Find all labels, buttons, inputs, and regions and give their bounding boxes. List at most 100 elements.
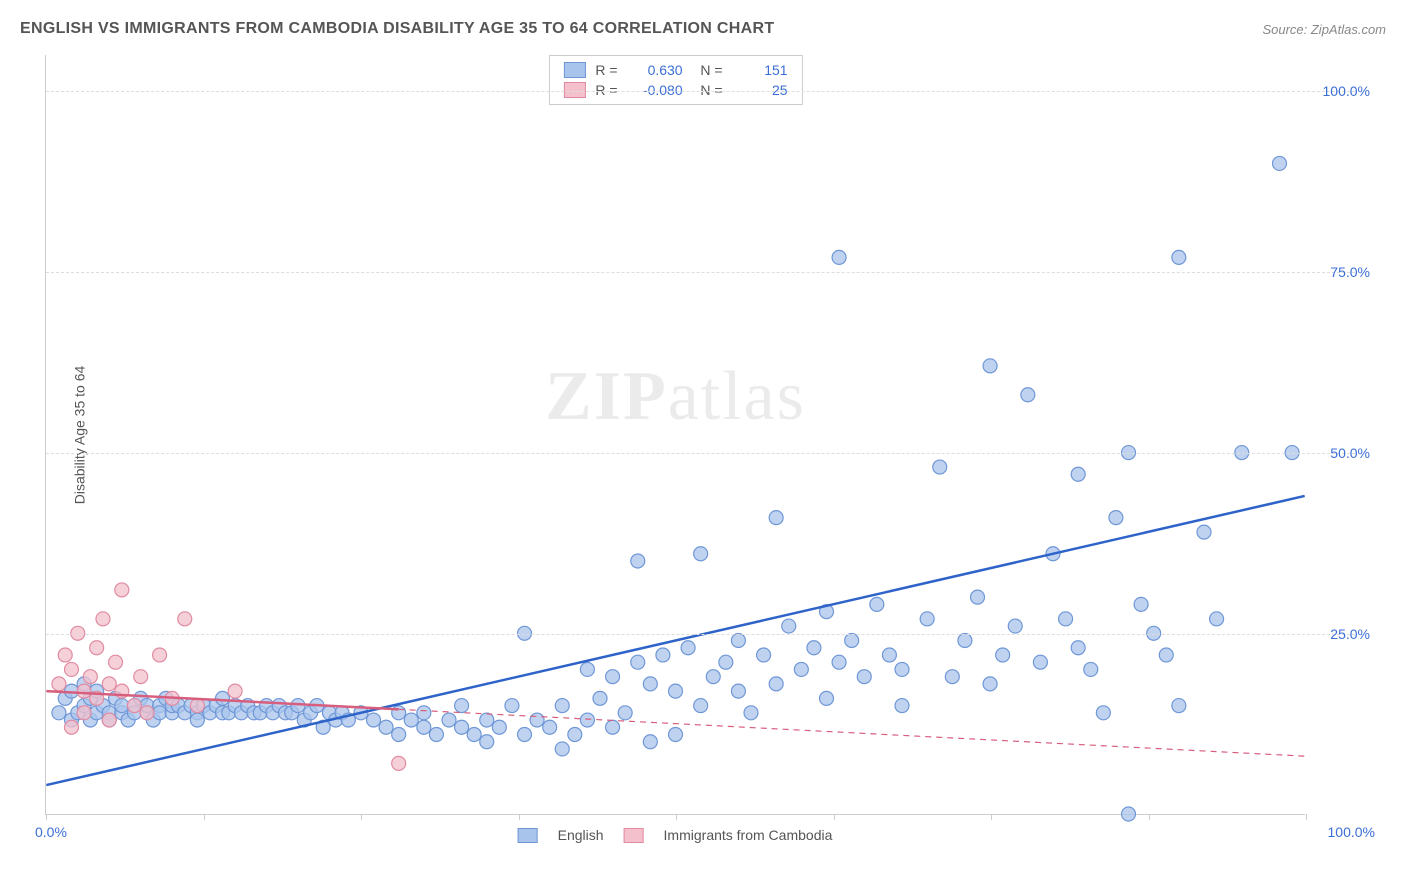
point-english — [417, 706, 431, 720]
point-english — [115, 699, 129, 713]
point-cambodia — [109, 655, 123, 669]
point-cambodia — [127, 699, 141, 713]
gridline-25 — [46, 634, 1355, 635]
point-english — [555, 742, 569, 756]
point-cambodia — [96, 612, 110, 626]
point-english — [958, 634, 972, 648]
point-english — [543, 720, 557, 734]
point-english — [606, 670, 620, 684]
point-english — [530, 713, 544, 727]
point-english — [1021, 388, 1035, 402]
source-attribution: Source: ZipAtlas.com — [1262, 22, 1386, 37]
x-tick-0 — [46, 814, 47, 820]
point-cambodia — [392, 756, 406, 770]
point-english — [153, 706, 167, 720]
legend-row-english: R = 0.630 N = 151 — [559, 60, 791, 80]
x-tick-50 — [676, 814, 677, 820]
point-english — [492, 720, 506, 734]
r-value-cambodia: -0.080 — [628, 82, 683, 98]
point-english — [794, 662, 808, 676]
point-english — [1059, 612, 1073, 626]
stats-legend: R = 0.630 N = 151 R = -0.080 N = 25 — [548, 55, 802, 105]
x-max-label: 100.0% — [1328, 824, 1375, 840]
point-cambodia — [77, 706, 91, 720]
point-english — [580, 662, 594, 676]
x-tick-100 — [1306, 814, 1307, 820]
y-tick-75: 75.0% — [1330, 264, 1370, 280]
point-english — [983, 677, 997, 691]
point-english — [480, 735, 494, 749]
n-value-cambodia: 25 — [733, 82, 788, 98]
point-english — [555, 699, 569, 713]
point-english — [467, 727, 481, 741]
point-english — [757, 648, 771, 662]
gridline-75 — [46, 272, 1355, 273]
point-english — [190, 713, 204, 727]
point-english — [379, 720, 393, 734]
point-english — [845, 634, 859, 648]
point-english — [1008, 619, 1022, 633]
point-cambodia — [140, 706, 154, 720]
point-english — [429, 727, 443, 741]
point-english — [631, 554, 645, 568]
point-english — [694, 699, 708, 713]
point-english — [1071, 467, 1085, 481]
point-english — [945, 670, 959, 684]
point-cambodia — [90, 641, 104, 655]
point-english — [505, 699, 519, 713]
point-english — [216, 691, 230, 705]
point-english — [1084, 662, 1098, 676]
x-tick-37.5 — [519, 814, 520, 820]
series-swatch-cambodia — [624, 828, 644, 843]
point-english — [870, 597, 884, 611]
point-english — [1033, 655, 1047, 669]
x-tick-87.5 — [1149, 814, 1150, 820]
point-english — [656, 648, 670, 662]
point-english — [1071, 641, 1085, 655]
point-english — [669, 727, 683, 741]
y-tick-25: 25.0% — [1330, 626, 1370, 642]
point-english — [643, 735, 657, 749]
point-english — [392, 727, 406, 741]
point-english — [52, 706, 66, 720]
point-english — [1197, 525, 1211, 539]
point-english — [455, 699, 469, 713]
point-english — [983, 359, 997, 373]
point-english — [832, 655, 846, 669]
point-english — [1122, 807, 1136, 821]
point-english — [996, 648, 1010, 662]
point-english — [744, 706, 758, 720]
point-english — [480, 713, 494, 727]
point-english — [367, 713, 381, 727]
series-label-english: English — [558, 827, 604, 843]
point-english — [782, 619, 796, 633]
point-cambodia — [115, 583, 129, 597]
point-cambodia — [65, 662, 79, 676]
point-english — [769, 511, 783, 525]
point-english — [882, 648, 896, 662]
y-tick-100: 100.0% — [1323, 83, 1370, 99]
point-english — [731, 684, 745, 698]
point-cambodia — [178, 612, 192, 626]
point-english — [1210, 612, 1224, 626]
x-tick-75 — [991, 814, 992, 820]
x-tick-12.5 — [204, 814, 205, 820]
point-english — [404, 713, 418, 727]
point-english — [694, 547, 708, 561]
point-english — [820, 691, 834, 705]
point-english — [832, 250, 846, 264]
chart-title: ENGLISH VS IMMIGRANTS FROM CAMBODIA DISA… — [20, 20, 774, 38]
point-english — [568, 727, 582, 741]
x-min-label: 0.0% — [35, 824, 67, 840]
point-english — [1159, 648, 1173, 662]
point-cambodia — [58, 648, 72, 662]
point-english — [920, 612, 934, 626]
point-english — [1096, 706, 1110, 720]
point-cambodia — [52, 677, 66, 691]
point-cambodia — [83, 670, 97, 684]
point-cambodia — [102, 677, 116, 691]
point-english — [1172, 250, 1186, 264]
scatter-svg — [46, 55, 1305, 814]
point-english — [417, 720, 431, 734]
point-english — [895, 662, 909, 676]
